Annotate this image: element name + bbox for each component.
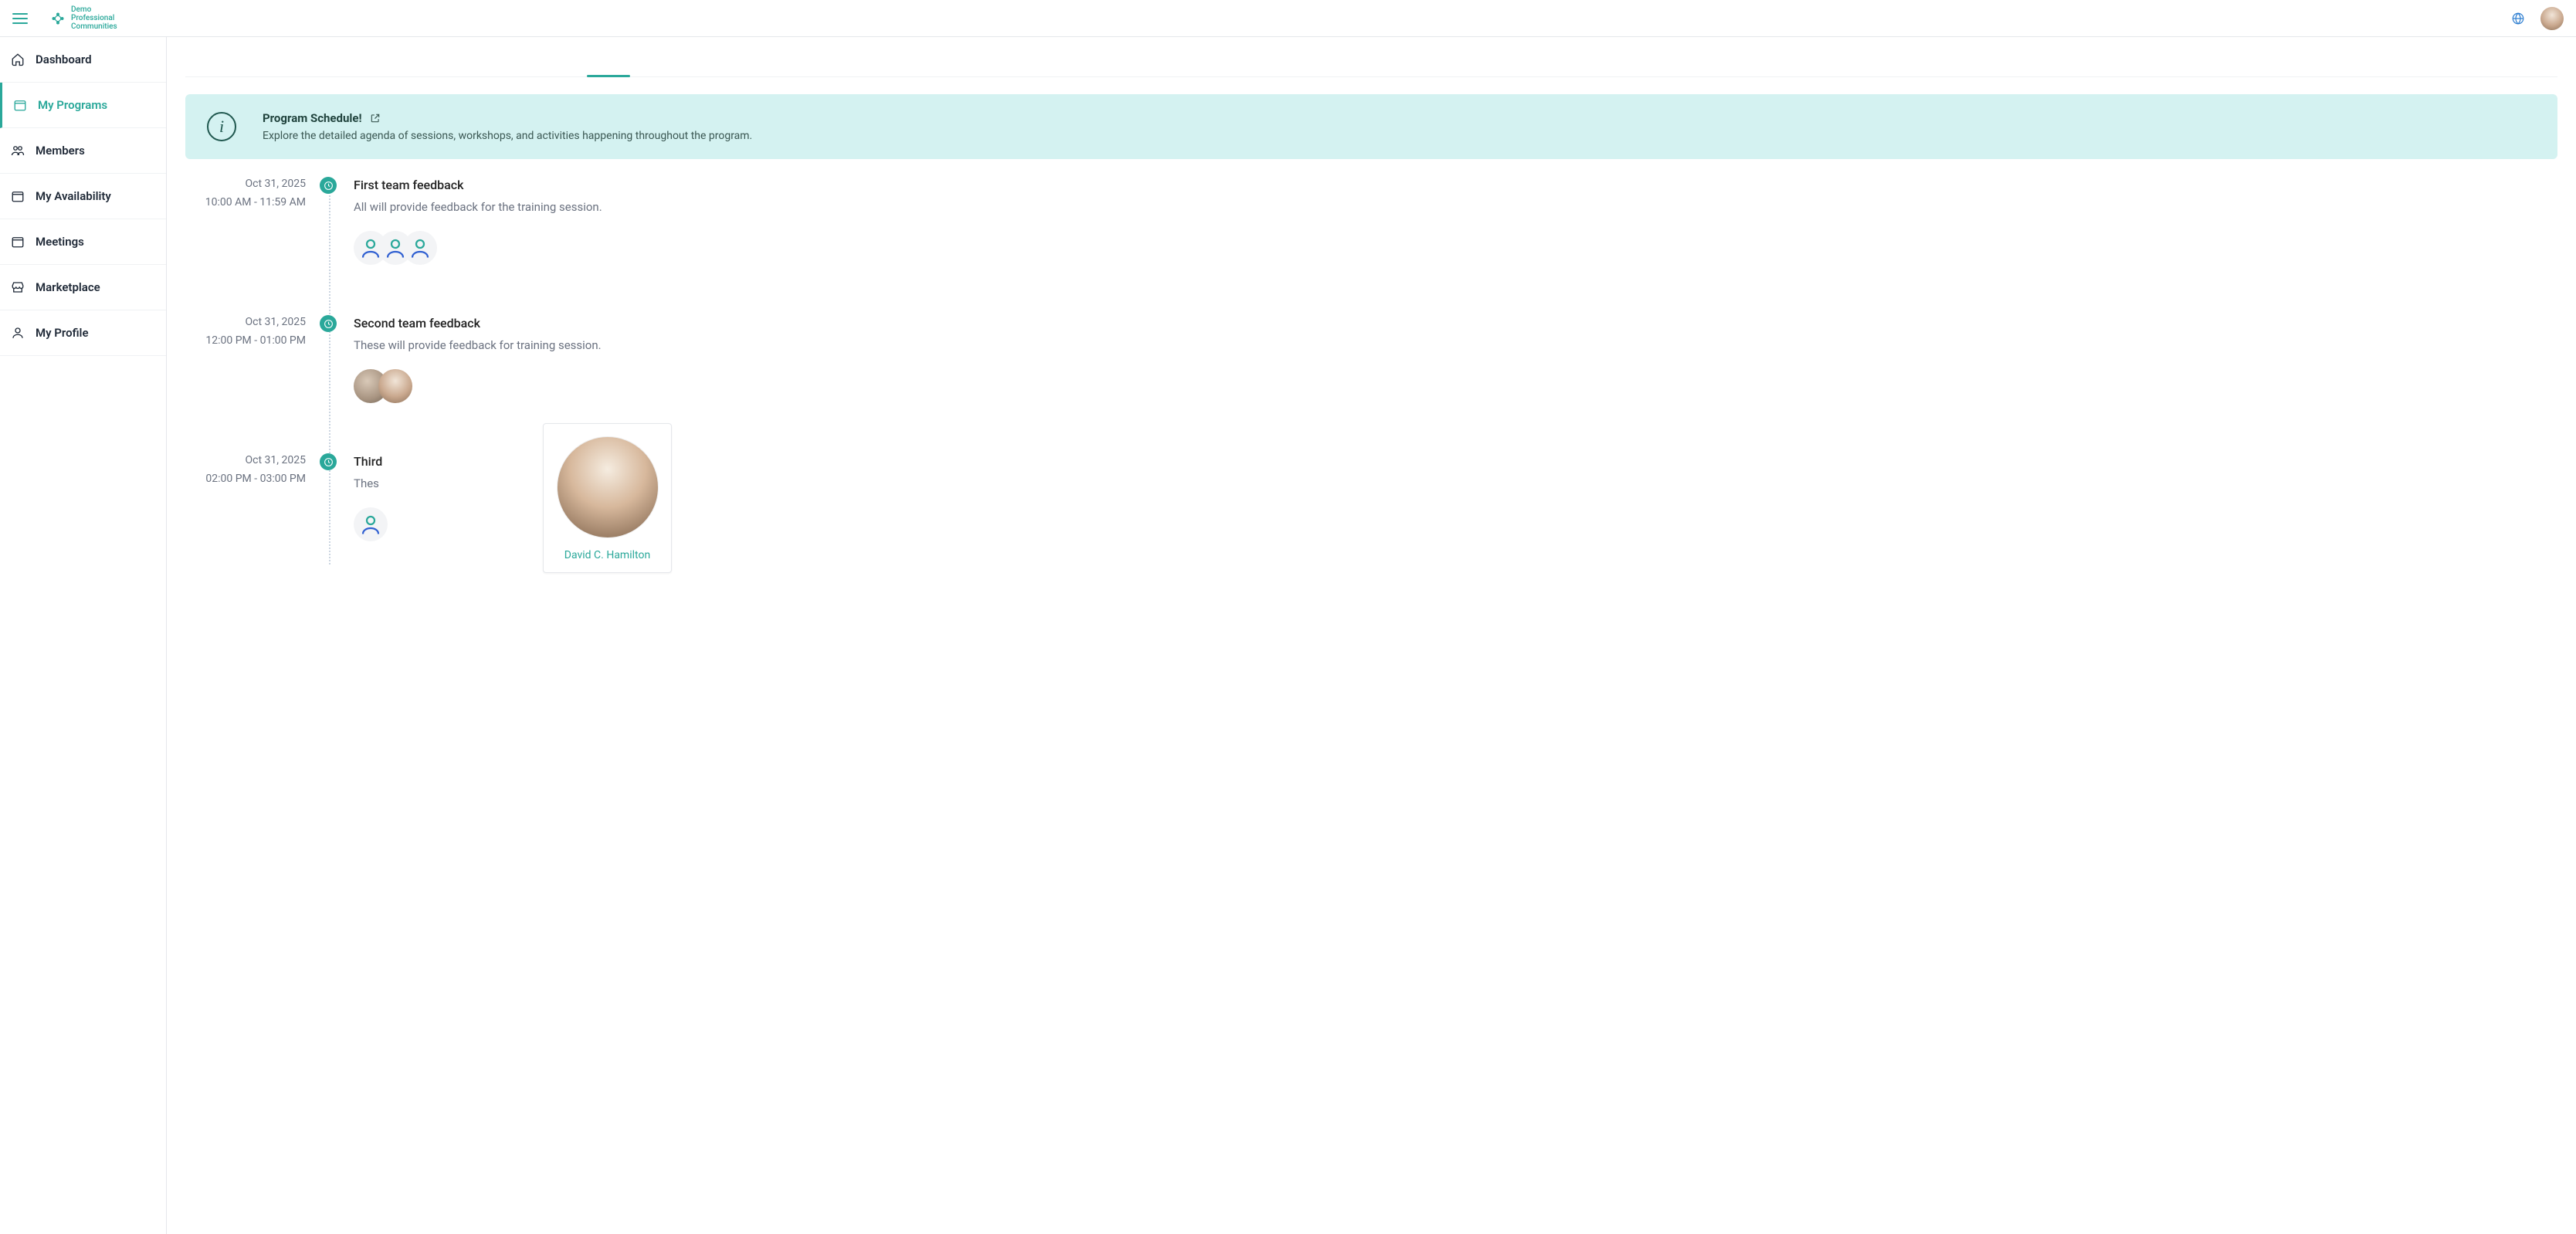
profile-avatar-button[interactable]: [2540, 7, 2564, 30]
event-time: 12:00 PM - 01:00 PM: [185, 334, 306, 347]
banner-title: Program Schedule!: [263, 111, 362, 125]
clock-icon: [324, 181, 334, 191]
sidebar-item-label: Meetings: [36, 235, 84, 249]
schedule-timeline: Oct 31, 2025 10:00 AM - 11:59 AM First t…: [185, 173, 2557, 564]
avatar-icon: [2540, 7, 2564, 30]
popover-name[interactable]: David C. Hamilton: [564, 549, 650, 561]
timeline-event: Oct 31, 2025 02:00 PM - 03:00 PM Third T…: [185, 449, 2557, 564]
topbar: Demo Professional Communities: [0, 0, 2576, 37]
attendee-list: [354, 231, 2557, 265]
sidebar-item-label: Marketplace: [36, 280, 100, 294]
clock-icon: [324, 319, 334, 329]
attendee-avatar[interactable]: [378, 369, 412, 403]
timeline-event: Oct 31, 2025 12:00 PM - 01:00 PM Second …: [185, 311, 2557, 449]
event-description: These will provide feedback for training…: [354, 338, 2557, 352]
clock-icon: [324, 457, 334, 467]
timeline-node: [320, 453, 337, 470]
sidebar-item-label: My Profile: [36, 326, 89, 340]
attendee-list: [354, 507, 2557, 541]
placeholder-user-icon: [359, 513, 382, 536]
sidebar-item-label: My Availability: [36, 189, 111, 203]
calendar-icon: [13, 98, 27, 112]
calendar-icon: [11, 189, 25, 203]
attendee-popover: David C. Hamilton: [543, 423, 672, 573]
sidebar-item-my-programs[interactable]: My Programs: [0, 83, 166, 128]
event-date: Oct 31, 2025: [185, 454, 306, 466]
attendee-list: [354, 369, 2557, 403]
logo-icon: [49, 10, 66, 27]
event-date: Oct 31, 2025: [185, 316, 306, 328]
placeholder-user-icon: [408, 236, 432, 259]
sidebar-item-members[interactable]: Members: [0, 128, 166, 174]
sidebar-item-marketplace[interactable]: Marketplace: [0, 265, 166, 310]
banner-subtitle: Explore the detailed agenda of sessions,…: [263, 130, 752, 142]
info-banner: i Program Schedule! Explore the detailed…: [185, 94, 2557, 159]
event-description: All will provide feedback for the traini…: [354, 200, 2557, 214]
sidebar-item-label: Members: [36, 144, 85, 158]
sidebar-item-label: Dashboard: [36, 53, 92, 66]
event-description: Thes: [354, 476, 2557, 490]
sidebar: Dashboard My Programs Members My Availab…: [0, 37, 167, 1234]
sidebar-item-my-profile[interactable]: My Profile: [0, 310, 166, 356]
store-icon: [11, 280, 25, 294]
menu-toggle-button[interactable]: [12, 11, 28, 26]
event-title: Second team feedback: [354, 316, 2557, 331]
timeline-node: [320, 177, 337, 194]
globe-icon: [2511, 12, 2525, 25]
banner-title-row: Program Schedule!: [263, 111, 752, 125]
brand-logo[interactable]: Demo Professional Communities: [49, 5, 117, 31]
info-icon: i: [207, 112, 236, 141]
tab-strip: [185, 37, 2557, 77]
popover-avatar: [557, 436, 659, 538]
external-link-icon[interactable]: [370, 113, 381, 124]
calendar-icon: [11, 235, 25, 249]
brand-text: Demo Professional Communities: [71, 5, 117, 31]
main-content: i Program Schedule! Explore the detailed…: [167, 37, 2576, 1234]
timeline-event: Oct 31, 2025 10:00 AM - 11:59 AM First t…: [185, 173, 2557, 311]
event-title: Third: [354, 454, 2557, 469]
sidebar-item-label: My Programs: [38, 98, 107, 112]
event-title: First team feedback: [354, 178, 2557, 192]
attendee-avatar[interactable]: [403, 231, 437, 265]
sidebar-item-dashboard[interactable]: Dashboard: [0, 37, 166, 83]
sidebar-item-my-availability[interactable]: My Availability: [0, 174, 166, 219]
user-icon: [11, 326, 25, 340]
event-date: Oct 31, 2025: [185, 178, 306, 190]
event-time: 02:00 PM - 03:00 PM: [185, 473, 306, 485]
language-button[interactable]: [2511, 12, 2525, 25]
attendee-avatar[interactable]: [354, 507, 388, 541]
members-icon: [11, 144, 25, 158]
timeline-node: [320, 315, 337, 332]
sidebar-item-meetings[interactable]: Meetings: [0, 219, 166, 265]
home-icon: [11, 53, 25, 66]
event-time: 10:00 AM - 11:59 AM: [185, 196, 306, 208]
